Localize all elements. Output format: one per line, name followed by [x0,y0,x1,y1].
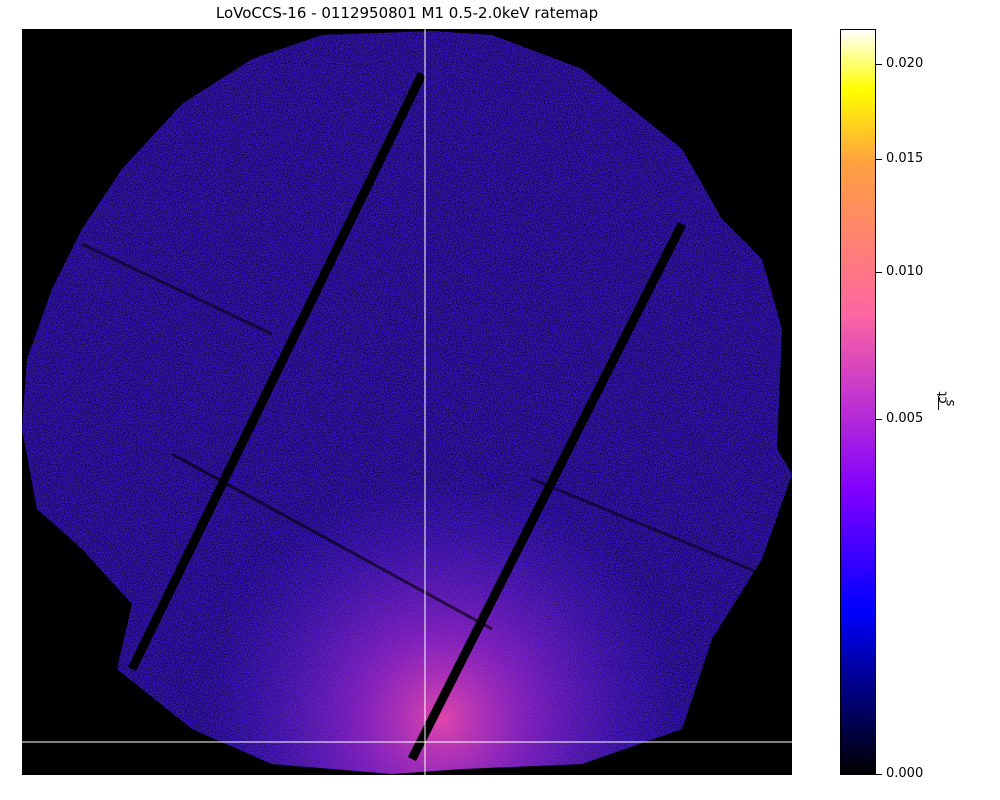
colorbar-tick [876,774,882,775]
unit-denominator: s [943,399,958,407]
colorbar-tick [876,159,882,160]
colorbar-tick [876,419,882,420]
plot-title: LoVoCCS-16 - 0112950801 M1 0.5-2.0keV ra… [215,4,599,22]
detector-field [22,31,792,774]
unit-fraction-bar [938,396,939,410]
colorbar [840,29,876,775]
colorbar-tick [876,64,882,65]
colorbar-tick-label: 0.010 [886,264,924,279]
colorbar-tick-label: 0.005 [886,411,924,426]
colorbar-tick [876,272,882,273]
ratemap-image [22,29,792,775]
colorbar-tick-label: 0.020 [886,56,924,71]
colorbar-tick-label: 0.000 [886,766,924,781]
colorbar-tick-label: 0.015 [886,151,924,166]
